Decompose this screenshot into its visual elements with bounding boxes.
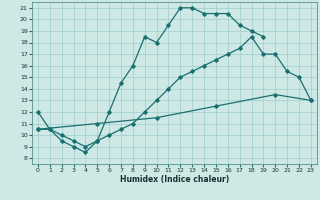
X-axis label: Humidex (Indice chaleur): Humidex (Indice chaleur) <box>120 175 229 184</box>
